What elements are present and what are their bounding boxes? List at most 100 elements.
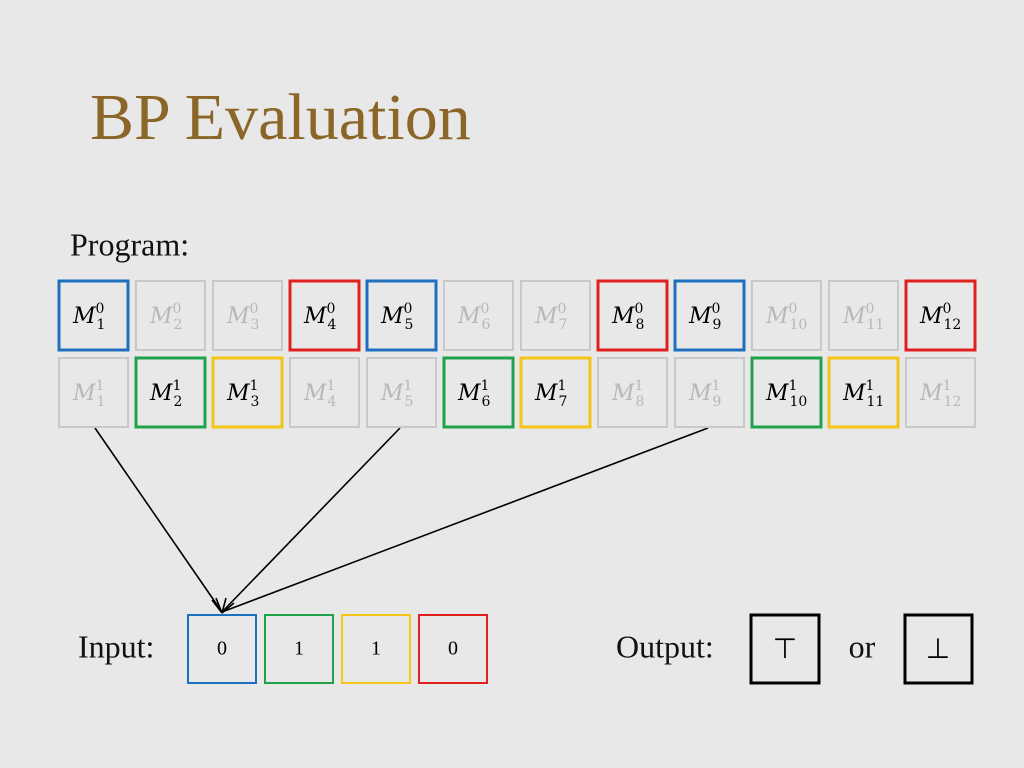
matrix-base: M xyxy=(534,381,558,406)
matrix-label: M0 11 xyxy=(842,301,884,333)
matrix-label: M0 9 xyxy=(688,301,721,333)
matrix-sup: 1 xyxy=(635,378,644,394)
matrix-label: M0 6 xyxy=(457,301,490,333)
matrix-sub: 12 xyxy=(943,317,961,333)
arrows xyxy=(94,427,709,614)
matrix-label: M1 3 xyxy=(226,378,259,410)
matrix-sup: 1 xyxy=(789,378,798,394)
matrix-base: M xyxy=(611,381,635,406)
matrix-sup: 1 xyxy=(96,378,105,394)
matrix-sub: 1 xyxy=(96,317,105,333)
matrix-sub: 2 xyxy=(173,394,182,410)
matrix-label: M0 2 xyxy=(149,301,182,333)
matrix-sub: 7 xyxy=(558,394,567,410)
matrix-sup: 0 xyxy=(327,301,336,317)
matrix-sup: 0 xyxy=(866,301,875,317)
matrix-base: M xyxy=(303,381,327,406)
matrix-sup: 1 xyxy=(404,378,413,394)
matrix-base: M xyxy=(842,304,866,329)
matrix-sub: 5 xyxy=(404,394,413,410)
matrix-sup: 0 xyxy=(943,301,952,317)
matrix-sub: 4 xyxy=(327,317,336,333)
matrix-base: M xyxy=(380,381,404,406)
matrix-label: M0 10 xyxy=(765,301,807,333)
matrix-label: M1 7 xyxy=(534,378,567,410)
matrix-sub: 2 xyxy=(173,317,182,333)
matrix-cell xyxy=(520,280,591,351)
matrix-label: M1 4 xyxy=(303,378,336,410)
matrix-sub: 10 xyxy=(789,394,807,410)
input-bit: 1 xyxy=(294,638,304,660)
matrix-label: M1 1 xyxy=(72,378,105,410)
matrix-sub: 1 xyxy=(96,394,105,410)
matrix-label: M1 6 xyxy=(457,378,490,410)
matrix-cell xyxy=(211,356,284,429)
input-bit: 0 xyxy=(448,638,458,660)
matrix-cell xyxy=(904,279,977,352)
matrix-base: M xyxy=(611,304,635,329)
matrix-sup: 0 xyxy=(250,301,259,317)
program-label: Program: xyxy=(70,226,189,262)
output-box xyxy=(903,613,974,685)
matrix-cell xyxy=(674,357,745,428)
matrix-sub: 6 xyxy=(481,394,490,410)
matrix-label: M0 1 xyxy=(72,301,105,333)
arrow xyxy=(221,427,709,613)
matrix-cell xyxy=(58,357,129,428)
input-bit: 1 xyxy=(371,638,381,660)
input-label: Input: xyxy=(78,628,154,664)
matrix-sub: 5 xyxy=(404,317,413,333)
matrix-sub: 9 xyxy=(712,317,721,333)
matrix-sub: 10 xyxy=(789,317,807,333)
matrix-label: M1 10 xyxy=(765,378,807,410)
matrix-base: M xyxy=(919,381,943,406)
matrix-label: M1 9 xyxy=(688,378,721,410)
matrix-cell xyxy=(135,280,206,351)
output-label: Output: xyxy=(616,628,714,664)
matrix-cell xyxy=(827,356,900,429)
matrix-sub: 12 xyxy=(943,394,961,410)
matrix-sup: 1 xyxy=(558,378,567,394)
matrix-sup: 0 xyxy=(404,301,413,317)
matrix-cell xyxy=(442,356,515,429)
matrix-cell xyxy=(288,279,361,352)
matrix-sub: 6 xyxy=(481,317,490,333)
input-box xyxy=(341,614,411,684)
matrix-cell xyxy=(365,279,438,352)
matrix-label: M0 7 xyxy=(534,301,567,333)
matrix-sup: 1 xyxy=(943,378,952,394)
matrix-base: M xyxy=(457,381,481,406)
output-box xyxy=(749,613,821,685)
matrix-base: M xyxy=(226,381,250,406)
matrix-sup: 0 xyxy=(96,301,105,317)
matrix-label: M1 5 xyxy=(380,378,413,410)
slide-title: BP Evaluation xyxy=(90,81,471,154)
matrix-sub: 7 xyxy=(558,317,567,333)
matrix-sup: 0 xyxy=(712,301,721,317)
matrix-base: M xyxy=(303,304,327,329)
matrix-base: M xyxy=(380,304,404,329)
matrix-base: M xyxy=(688,381,712,406)
matrix-label: M0 4 xyxy=(303,301,336,333)
matrix-sup: 1 xyxy=(327,378,336,394)
matrix-cell xyxy=(673,279,746,352)
matrix-sub: 11 xyxy=(866,317,884,333)
matrix-sub: 8 xyxy=(635,394,644,410)
matrix-cell xyxy=(751,280,822,351)
matrix-sub: 4 xyxy=(327,394,336,410)
matrix-sup: 1 xyxy=(250,378,259,394)
true-symbol: ⊤ xyxy=(773,632,797,665)
matrix-sup: 1 xyxy=(866,378,875,394)
matrix-base: M xyxy=(765,381,789,406)
matrix-base: M xyxy=(765,304,789,329)
false-symbol: ⊥ xyxy=(926,632,950,665)
matrix-label: M0 12 xyxy=(919,301,961,333)
matrix-label: M1 2 xyxy=(149,378,182,410)
input-box xyxy=(187,614,257,684)
matrix-base: M xyxy=(457,304,481,329)
matrix-sup: 0 xyxy=(481,301,490,317)
matrix-label: M0 3 xyxy=(226,301,259,333)
input-box xyxy=(418,614,488,684)
input-bit: 0 xyxy=(217,638,227,660)
